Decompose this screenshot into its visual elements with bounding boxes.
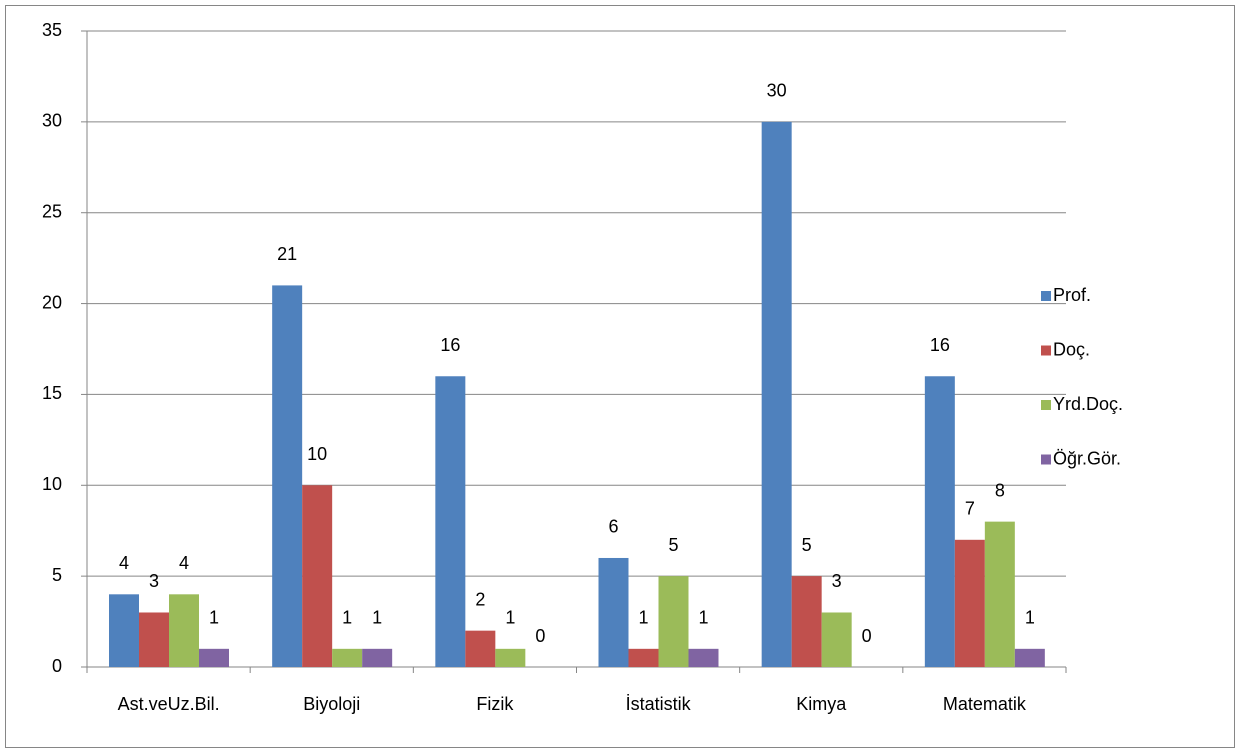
- bar: [109, 594, 139, 667]
- bar: [688, 648, 719, 667]
- data-label: 1: [698, 608, 708, 628]
- data-label: 1: [372, 608, 382, 628]
- data-label: 4: [179, 553, 189, 573]
- bar: [199, 648, 229, 667]
- data-label: 7: [965, 499, 975, 519]
- bar: [139, 612, 169, 667]
- y-tick-label: 30: [42, 111, 62, 131]
- data-label: 1: [209, 608, 219, 628]
- data-label: 3: [832, 571, 842, 591]
- bar: [628, 648, 659, 667]
- y-tick-label: 20: [42, 292, 62, 312]
- bar: [272, 285, 303, 667]
- bar: [761, 121, 792, 668]
- data-label: 1: [342, 608, 352, 628]
- legend-label: Yrd.Doç.: [1053, 394, 1123, 414]
- data-label: 5: [802, 535, 812, 555]
- legend-swatch: [1041, 400, 1051, 410]
- legend-swatch: [1041, 454, 1051, 465]
- y-tick-label: 10: [42, 474, 62, 494]
- bar: [495, 648, 526, 667]
- x-tick-label: İstatistik: [626, 694, 692, 714]
- bar: [821, 612, 852, 667]
- bar: [598, 557, 629, 667]
- data-label: 6: [608, 517, 618, 537]
- data-label: 2: [475, 589, 485, 609]
- bar: [465, 630, 496, 667]
- data-label: 0: [535, 626, 545, 646]
- x-tick-label: Biyoloji: [303, 694, 360, 714]
- data-label: 1: [638, 608, 648, 628]
- bar: [435, 376, 466, 667]
- bar: [169, 594, 199, 667]
- bar: [984, 521, 1015, 667]
- data-label: 4: [119, 553, 129, 573]
- y-tick-label: 5: [52, 565, 62, 585]
- data-label: 1: [505, 608, 515, 628]
- data-label: 21: [277, 244, 297, 264]
- data-label: 1: [1025, 608, 1035, 628]
- data-label: 3: [149, 571, 159, 591]
- data-label: 16: [930, 335, 950, 355]
- data-label: 16: [440, 335, 460, 355]
- bar: [332, 648, 363, 667]
- x-tick-label: Fizik: [476, 694, 514, 714]
- data-label: 10: [307, 444, 327, 464]
- bar: [791, 576, 822, 667]
- legend-label: Öğr.Gör.: [1053, 448, 1121, 468]
- bar: [924, 376, 955, 667]
- x-tick-label: Matematik: [943, 694, 1027, 714]
- legend-swatch: [1041, 291, 1051, 301]
- data-label: 8: [995, 480, 1005, 500]
- x-tick-label: Kimya: [796, 694, 847, 714]
- data-label: 0: [862, 626, 872, 646]
- bar: [302, 485, 333, 667]
- x-tick-label: Ast.veUz.Bil.: [118, 694, 220, 714]
- bar: [658, 576, 689, 667]
- y-tick-label: 25: [42, 201, 62, 221]
- data-label: 5: [668, 535, 678, 555]
- legend-swatch: [1041, 345, 1051, 356]
- bar: [362, 648, 393, 667]
- y-tick-label: 35: [42, 20, 62, 40]
- y-tick-label: 15: [42, 383, 62, 403]
- data-label: 30: [767, 81, 787, 101]
- bar: [1014, 648, 1045, 667]
- y-tick-label: 0: [52, 656, 62, 676]
- legend-label: Doç.: [1053, 339, 1090, 359]
- bar: [954, 539, 985, 667]
- legend-label: Prof.: [1053, 285, 1091, 305]
